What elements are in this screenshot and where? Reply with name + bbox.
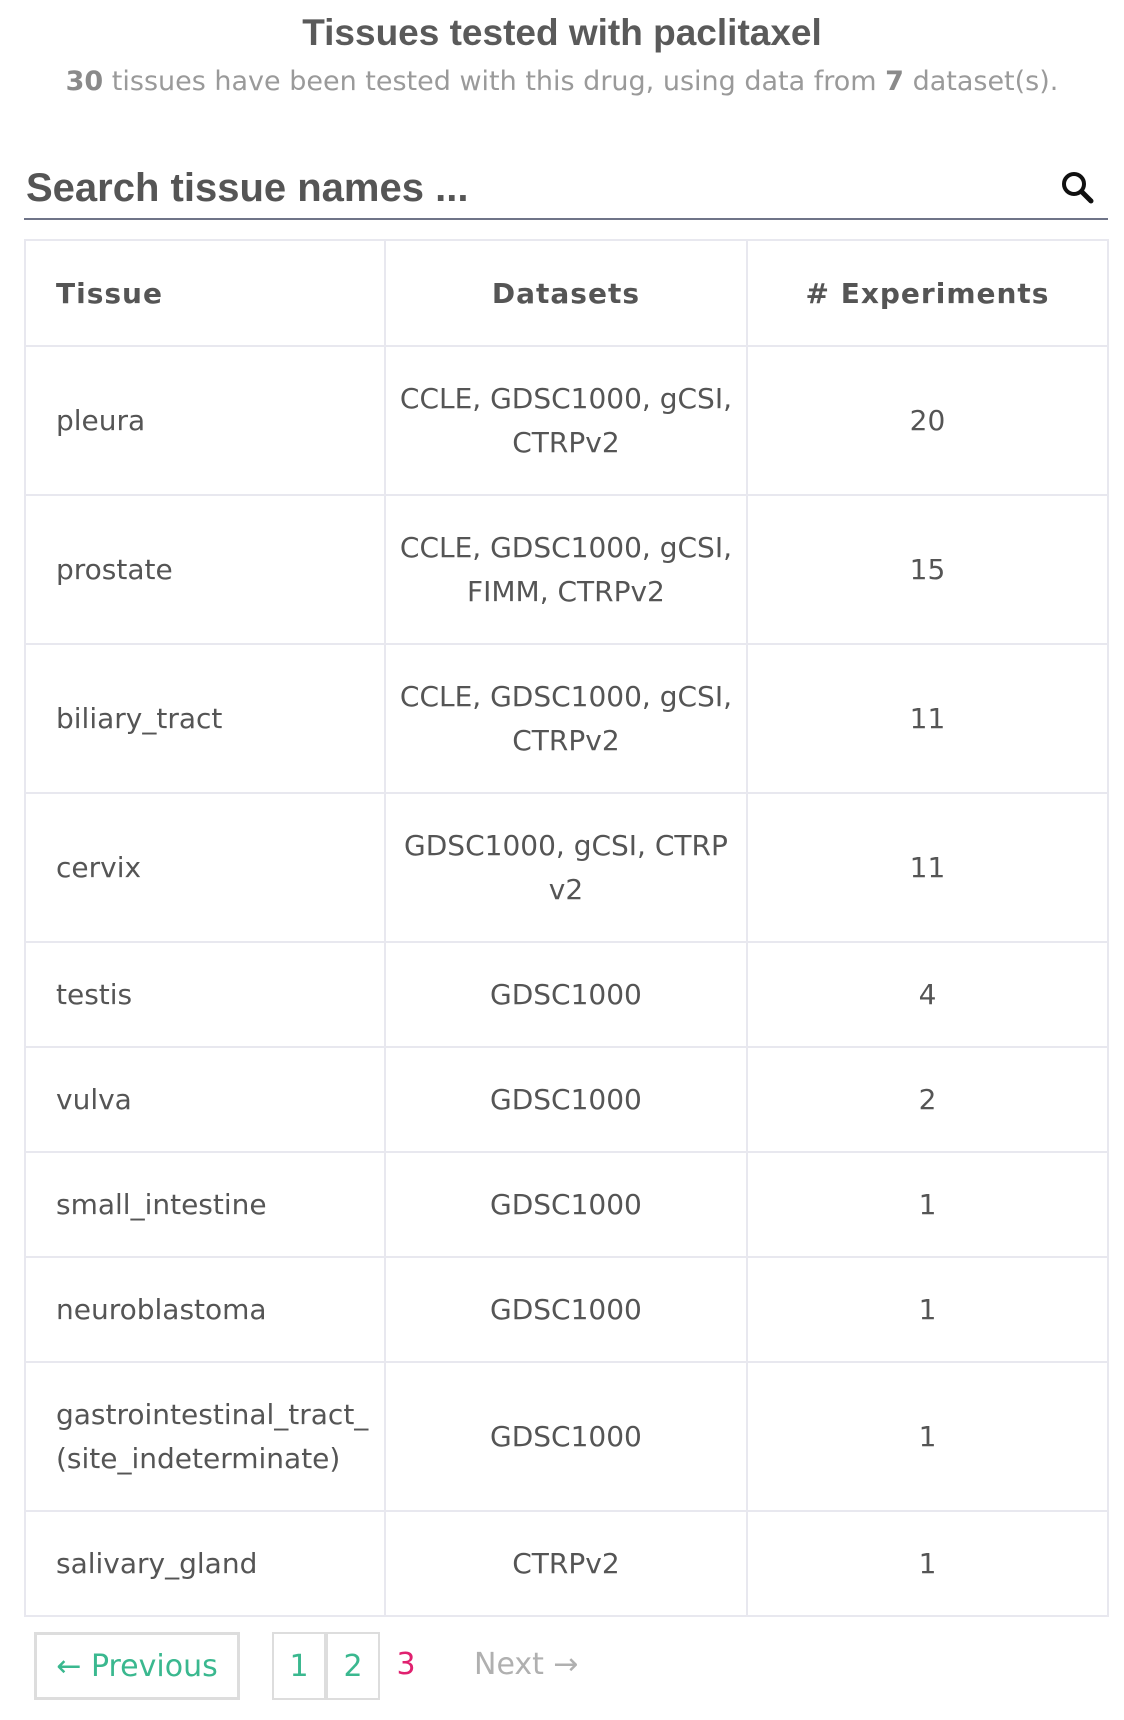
column-header-experiments[interactable]: # Experiments [745,239,1110,347]
pagination: ← Previous 1 2 3 Next → [34,1632,1094,1700]
datasets-cell: CCLE, GDSC1000, gCSI, FIMM, CTRPv2 [383,494,748,645]
datasets-cell: CTRPv2 [383,1510,748,1617]
subtitle-text: tissues have been tested with this drug,… [111,66,877,97]
table-row: vulva GDSC1000 2 [24,1046,1110,1153]
tissue-cell[interactable]: prostate [24,494,386,645]
tissue-cell[interactable]: vulva [24,1046,386,1153]
datasets-cell: CCLE, GDSC1000, gCSI, CTRPv2 [383,345,748,496]
experiments-cell: 11 [745,792,1110,943]
datasets-cell: GDSC1000 [383,1151,748,1258]
search-input[interactable] [26,160,1036,216]
experiments-cell: 1 [745,1151,1110,1258]
table-row: salivary_gland CTRPv2 1 [24,1510,1110,1617]
tissue-cell[interactable]: testis [24,941,386,1048]
datasets-cell: GDSC1000 [383,941,748,1048]
datasets-cell: GDSC1000, gCSI, CTRPv2 [383,792,748,943]
table-row: neuroblastoma GDSC1000 1 [24,1256,1110,1363]
next-page-button[interactable]: Next → [474,1646,579,1682]
previous-page-button[interactable]: ← Previous [34,1632,240,1700]
datasets-cell: GDSC1000 [383,1256,748,1363]
table-row: pleura CCLE, GDSC1000, gCSI, CTRPv2 20 [24,345,1110,496]
page-title: Tissues tested with paclitaxel [302,12,822,53]
current-page: 3 [396,1646,416,1682]
tissue-cell[interactable]: salivary_gland [24,1510,386,1617]
datasets-cell: GDSC1000 [383,1361,748,1512]
column-header-tissue[interactable]: Tissue [24,239,386,347]
column-header-datasets[interactable]: Datasets [383,239,748,347]
page-subtitle: 30 tissues have been tested with this dr… [0,62,1124,102]
table-row: gastrointestinal_tract_(site_indetermina… [24,1361,1110,1512]
search-bar [24,160,1108,220]
experiments-cell: 20 [745,345,1110,496]
tissue-cell[interactable]: cervix [24,792,386,943]
subtitle-end: dataset(s). [912,66,1059,97]
dataset-count: 7 [885,66,904,97]
page-1-link[interactable]: 1 [272,1632,326,1700]
table-row: biliary_tract CCLE, GDSC1000, gCSI, CTRP… [24,643,1110,794]
tissue-count: 30 [65,66,104,97]
tissue-cell[interactable]: biliary_tract [24,643,386,794]
tissue-cell[interactable]: pleura [24,345,386,496]
table-row: testis GDSC1000 4 [24,941,1110,1048]
experiments-cell: 15 [745,494,1110,645]
tissue-cell[interactable]: gastrointestinal_tract_(site_indetermina… [24,1361,386,1512]
experiments-cell: 11 [745,643,1110,794]
table-row: prostate CCLE, GDSC1000, gCSI, FIMM, CTR… [24,494,1110,645]
datasets-cell: GDSC1000 [383,1046,748,1153]
page-2-link[interactable]: 2 [326,1632,380,1700]
tissue-cell[interactable]: neuroblastoma [24,1256,386,1363]
experiments-cell: 1 [745,1256,1110,1363]
tissues-table: Tissue Datasets # Experiments pleura CCL… [24,239,1110,1617]
table-row: small_intestine GDSC1000 1 [24,1151,1110,1258]
datasets-cell: CCLE, GDSC1000, gCSI, CTRPv2 [383,643,748,794]
table-row: cervix GDSC1000, gCSI, CTRPv2 11 [24,792,1110,943]
search-icon[interactable] [1060,170,1094,204]
experiments-cell: 1 [745,1510,1110,1617]
experiments-cell: 4 [745,941,1110,1048]
experiments-cell: 1 [745,1361,1110,1512]
tissue-cell[interactable]: small_intestine [24,1151,386,1258]
table-header-row: Tissue Datasets # Experiments [24,239,1110,347]
experiments-cell: 2 [745,1046,1110,1153]
